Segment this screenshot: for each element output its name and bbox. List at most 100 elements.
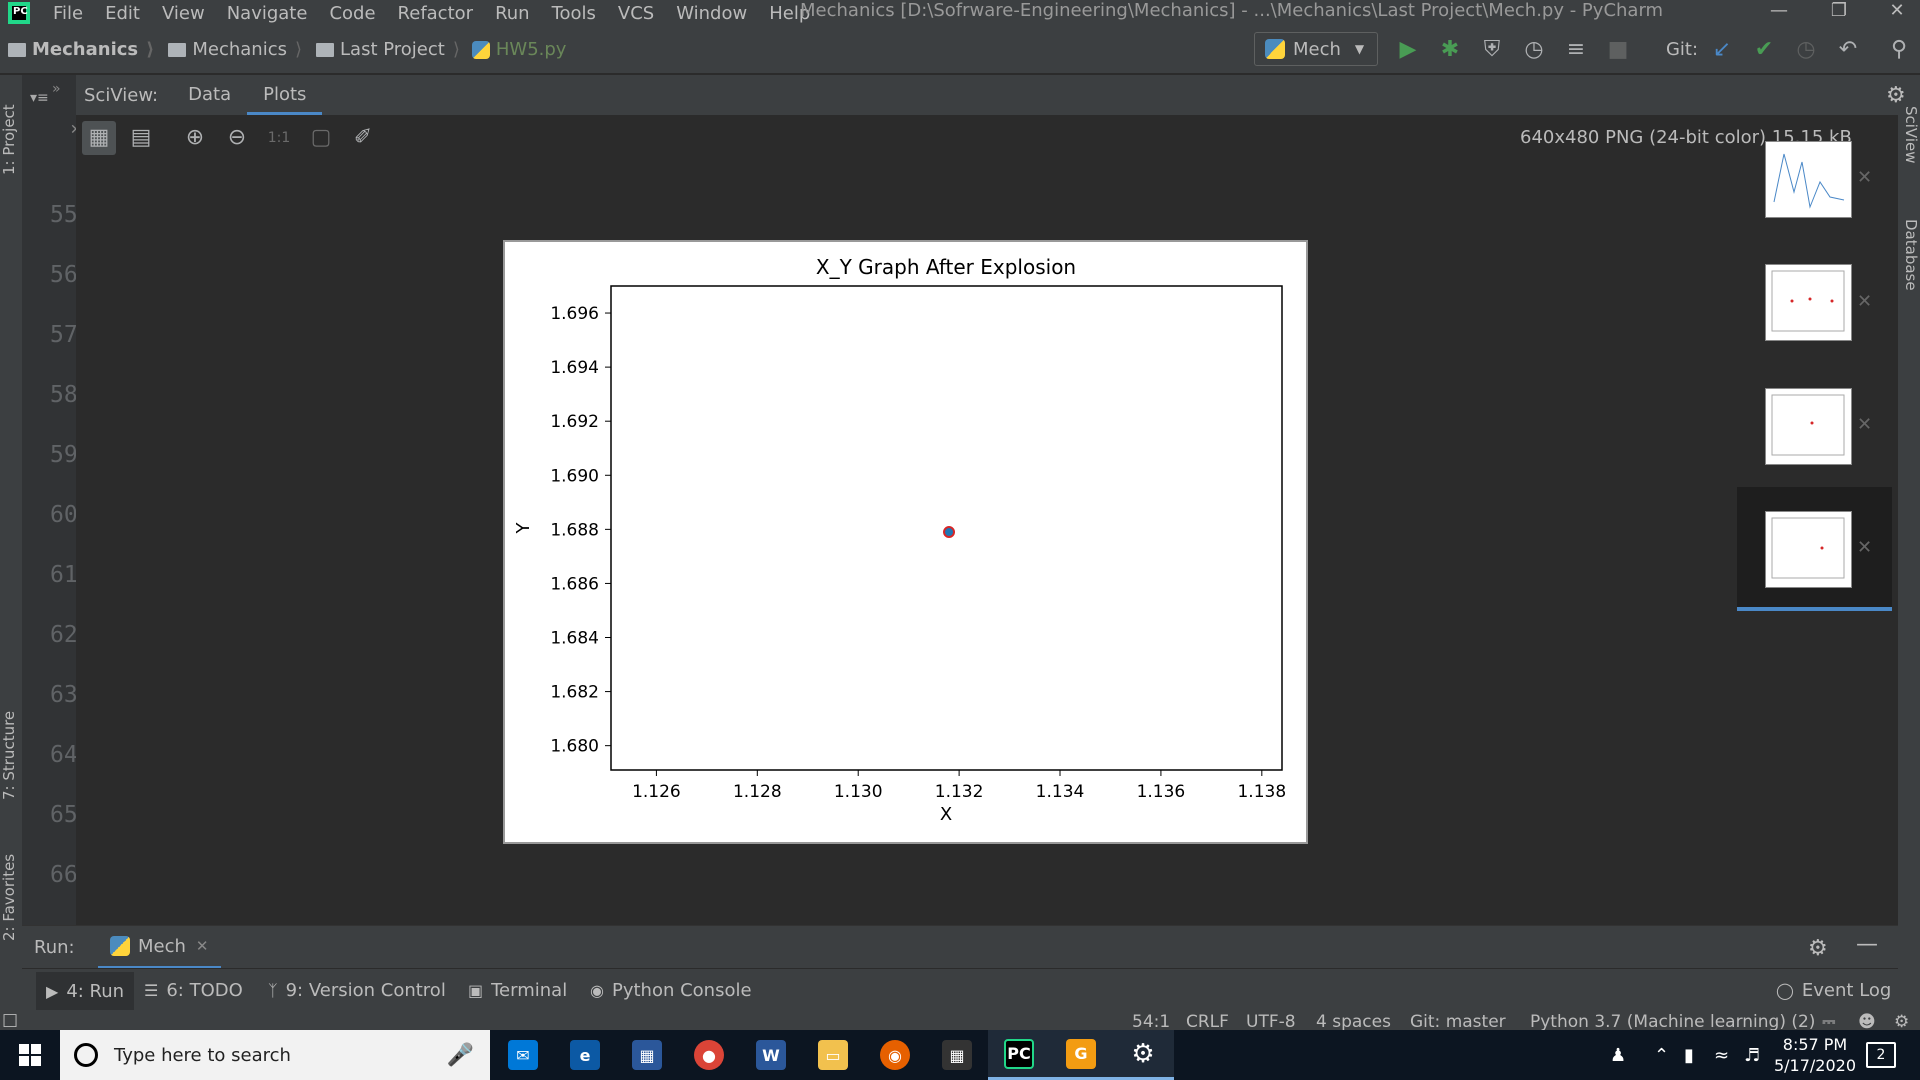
people-icon[interactable]: ♟ (1610, 1044, 1627, 1066)
word-app-icon[interactable]: W (740, 1030, 802, 1080)
gear-icon[interactable]: ⚙ (1808, 936, 1828, 961)
orange-app-icon[interactable]: G (1050, 1030, 1112, 1080)
store-app-icon[interactable]: ▦ (616, 1030, 678, 1080)
minimize-window-button[interactable]: — (1770, 0, 1788, 21)
indent-setting[interactable]: 4 spaces (1316, 1012, 1391, 1030)
stop-button[interactable]: ■ (1607, 37, 1629, 62)
fit-icon[interactable]: ▢ (310, 125, 332, 150)
taskbar-clock[interactable]: 8:57 PM 5/17/2020 (1770, 1034, 1860, 1076)
debug-button[interactable]: ✱ (1440, 37, 1460, 62)
run-configuration-select[interactable]: Mech ▼ (1254, 32, 1378, 66)
table-icon[interactable]: ▤ (130, 125, 152, 150)
file-encoding[interactable]: UTF-8 (1246, 1012, 1296, 1030)
zoom-in-icon[interactable]: ⊕ (185, 125, 205, 150)
minimize-icon[interactable]: — (1856, 932, 1878, 957)
tool-button-version-control[interactable]: ᛉ 9: Version Control (268, 980, 446, 1001)
run-button[interactable]: ▶ (1399, 37, 1417, 62)
menu-icon[interactable]: ▾≡ (30, 90, 49, 106)
taskbar-search[interactable]: Type here to search 🎤 (60, 1030, 490, 1080)
plot-thumbnail-1[interactable] (1765, 141, 1852, 218)
close-icon[interactable]: ✕ (70, 122, 82, 138)
tool-tab-structure[interactable]: 7: Structure (0, 710, 18, 800)
breadcrumb-mechanics[interactable]: Mechanics ⟩ (160, 39, 302, 60)
coverage-button[interactable]: ⛨ (1483, 37, 1501, 62)
menu-vcs[interactable]: VCS (617, 2, 655, 24)
close-thumbnail-icon[interactable]: ✕ (1857, 291, 1873, 312)
breadcrumb-last-project[interactable]: Last Project ⟩ (308, 39, 460, 60)
close-icon[interactable]: ✕ (195, 937, 209, 955)
volume-icon[interactable]: ♬ (1744, 1044, 1761, 1066)
tool-tab-project[interactable]: 1: Project (0, 104, 18, 176)
color-picker-icon[interactable]: ✐ (353, 125, 373, 150)
pycharm-app-icon[interactable]: PC (988, 1030, 1050, 1080)
calculator-app-icon[interactable]: ▦ (926, 1030, 988, 1080)
breadcrumb-project[interactable]: Mechanics ⟩ (0, 39, 154, 60)
close-thumbnail-icon[interactable]: ✕ (1857, 414, 1873, 435)
windows-taskbar: Type here to search 🎤 ✉ e ▦ ● W ▭ ◉ ▦ PC… (0, 1030, 1920, 1080)
history-button[interactable]: ◷ (1796, 37, 1816, 62)
grid-layout-icon[interactable]: ▦ (82, 121, 116, 155)
zoom-out-icon[interactable]: ⊖ (227, 125, 247, 150)
tool-tab-favorites[interactable]: 2: Favorites (0, 853, 18, 942)
search-everywhere-icon[interactable]: ⚲ (1890, 37, 1908, 62)
chrome-app-icon[interactable]: ● (678, 1030, 740, 1080)
menu-run[interactable]: Run (495, 2, 530, 24)
menu-window[interactable]: Window (676, 2, 748, 24)
file-explorer-app-icon[interactable]: ▭ (802, 1030, 864, 1080)
menu-edit[interactable]: Edit (105, 2, 140, 24)
microphone-icon[interactable]: 🎤 (446, 1042, 474, 1068)
menu-view[interactable]: View (161, 2, 205, 24)
git-commit-button[interactable]: ✔ (1754, 37, 1774, 62)
tool-button-python-console[interactable]: ◉ Python Console (590, 980, 752, 1001)
menu-file[interactable]: File (53, 2, 84, 24)
scatter-thumbnail-icon (1771, 270, 1845, 332)
tool-tab-database[interactable]: Database (1902, 219, 1920, 291)
menu-code[interactable]: Code (329, 2, 376, 24)
actual-size-button[interactable]: 1:1 (267, 130, 291, 146)
line-separator[interactable]: CRLF (1186, 1012, 1229, 1030)
tool-button-terminal[interactable]: ▣ Terminal (468, 980, 568, 1001)
lock-icon[interactable]: ⎓ (1822, 1012, 1836, 1030)
git-update-button[interactable]: ↙ (1712, 37, 1732, 62)
close-thumbnail-icon[interactable]: ✕ (1857, 167, 1873, 188)
git-branch[interactable]: Git: master (1410, 1012, 1506, 1030)
firefox-app-icon[interactable]: ◉ (864, 1030, 926, 1080)
concurrency-button[interactable]: ≡ (1566, 37, 1586, 62)
plot-thumbnail-4[interactable] (1765, 511, 1852, 588)
caret-position[interactable]: 54:1 (1132, 1012, 1171, 1030)
profile-button[interactable]: ◷ (1524, 37, 1544, 62)
menu-tools[interactable]: Tools (551, 2, 596, 24)
menu-help[interactable]: Help (769, 2, 811, 24)
close-thumbnail-icon[interactable]: ✕ (1857, 537, 1873, 558)
settings-app-icon[interactable]: ⚙ (1112, 1030, 1174, 1080)
plot-thumbnail-2[interactable] (1765, 264, 1852, 341)
edge-app-icon[interactable]: e (554, 1030, 616, 1080)
expand-icon[interactable]: » (52, 81, 61, 97)
plot-thumbnail-3[interactable] (1765, 388, 1852, 465)
menu-navigate[interactable]: Navigate (226, 2, 308, 24)
chart: X_Y Graph After Explosion X Y 1.126 1.128… (513, 255, 1286, 825)
battery-icon[interactable]: ▮ (1684, 1044, 1694, 1066)
run-tab-mech[interactable]: Mech ✕ (98, 926, 221, 969)
notifications-button[interactable]: 2 (1866, 1042, 1896, 1068)
chevron-up-icon[interactable]: ⌃ (1654, 1044, 1670, 1066)
breadcrumb-file[interactable]: HW5.py (466, 39, 566, 60)
tool-button-run[interactable]: ▶ 4: Run (36, 972, 135, 1010)
settings-icon[interactable]: ⚙ (1894, 1012, 1910, 1030)
tool-tab-sciview[interactable]: SciView (1902, 106, 1920, 164)
start-button[interactable] (0, 1030, 60, 1080)
tab-plots[interactable]: Plots (247, 75, 323, 115)
restore-window-button[interactable]: ❐ (1830, 0, 1848, 21)
inspector-icon[interactable]: ☻ (1858, 1012, 1876, 1030)
tool-button-todo[interactable]: ☰ 6: TODO (144, 980, 243, 1001)
python-interpreter[interactable]: Python 3.7 (Machine learning) (2) (1530, 1012, 1816, 1030)
close-window-button[interactable]: ✕ (1889, 0, 1905, 21)
tool-button-event-log[interactable]: ◯ Event Log (1776, 980, 1892, 1001)
wifi-icon[interactable]: ≈ (1714, 1044, 1730, 1066)
tab-data[interactable]: Data (188, 84, 232, 105)
mail-app-icon[interactable]: ✉ (492, 1030, 554, 1080)
gear-icon[interactable]: ⚙ (1886, 83, 1906, 108)
rollback-button[interactable]: ↶ (1838, 37, 1858, 62)
menu-refactor[interactable]: Refactor (397, 2, 474, 24)
layout-icon[interactable]: □ (2, 1012, 19, 1030)
